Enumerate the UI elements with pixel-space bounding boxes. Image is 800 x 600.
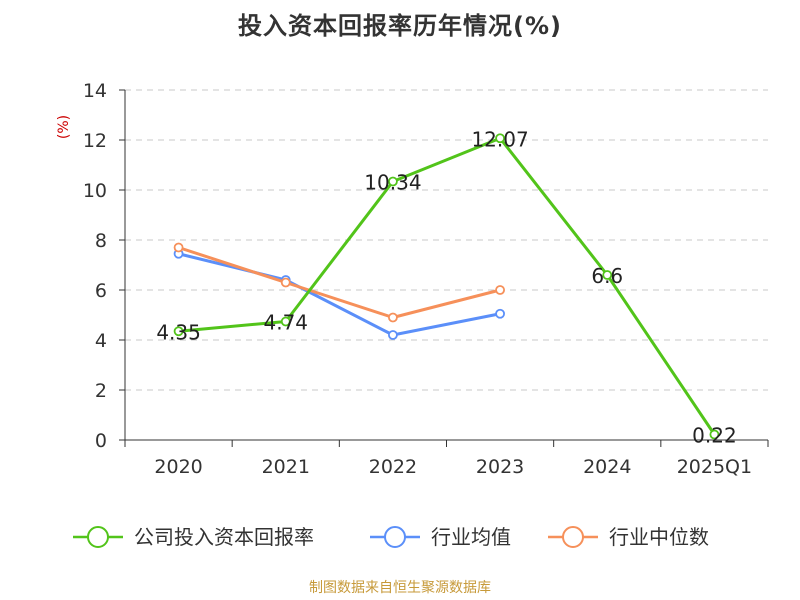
x-tick-label: 2025Q1: [677, 456, 752, 478]
data-label: 12.07: [471, 127, 528, 151]
y-tick-label: 8: [95, 230, 107, 252]
data-point: [602, 270, 613, 280]
legend-label: 行业中位数: [609, 525, 709, 549]
chart-title: 投入资本回报率历年情况(%): [238, 12, 562, 40]
y-tick-label: 6: [95, 280, 107, 302]
data-point: [280, 277, 291, 288]
y-tick-label: 14: [83, 80, 107, 102]
data-point: [173, 242, 184, 253]
y-tick-label: 2: [95, 380, 107, 402]
data-label: 10.34: [364, 171, 421, 195]
legend-marker: [384, 526, 406, 548]
data-point: [709, 429, 720, 440]
x-tick-label: 2023: [476, 456, 524, 478]
y-axis-label: (%): [56, 115, 72, 139]
data-point: [280, 316, 291, 327]
data-point: [388, 176, 398, 187]
legend-label: 行业均值: [431, 525, 511, 549]
y-tick-label: 4: [95, 330, 107, 352]
x-tick-label: 2021: [262, 456, 310, 478]
legend-label: 公司投入资本回报率: [134, 525, 314, 549]
legend-marker: [562, 526, 584, 548]
data-point: [495, 285, 505, 295]
data-point: [388, 330, 398, 340]
y-tick-label: 0: [95, 430, 107, 452]
series-line: [178, 246, 501, 319]
data-point: [388, 312, 398, 323]
data-label: 4.35: [156, 320, 201, 344]
data-label: 6.6: [591, 264, 623, 288]
data-point: [173, 326, 184, 337]
y-tick-label: 12: [83, 130, 107, 152]
data-label: 0.22: [692, 424, 737, 448]
data-point: [495, 133, 505, 144]
data-label: 4.74: [263, 311, 308, 335]
data-point: [495, 308, 505, 319]
x-tick-label: 2022: [369, 456, 417, 478]
series-line: [178, 136, 716, 436]
legend-marker: [87, 526, 109, 548]
x-tick-label: 2024: [583, 456, 631, 478]
y-tick-label: 10: [83, 180, 107, 202]
x-tick-label: 2020: [154, 456, 202, 478]
source-note: 制图数据来自恒生聚源数据库: [309, 580, 491, 596]
series-line: [178, 252, 501, 337]
